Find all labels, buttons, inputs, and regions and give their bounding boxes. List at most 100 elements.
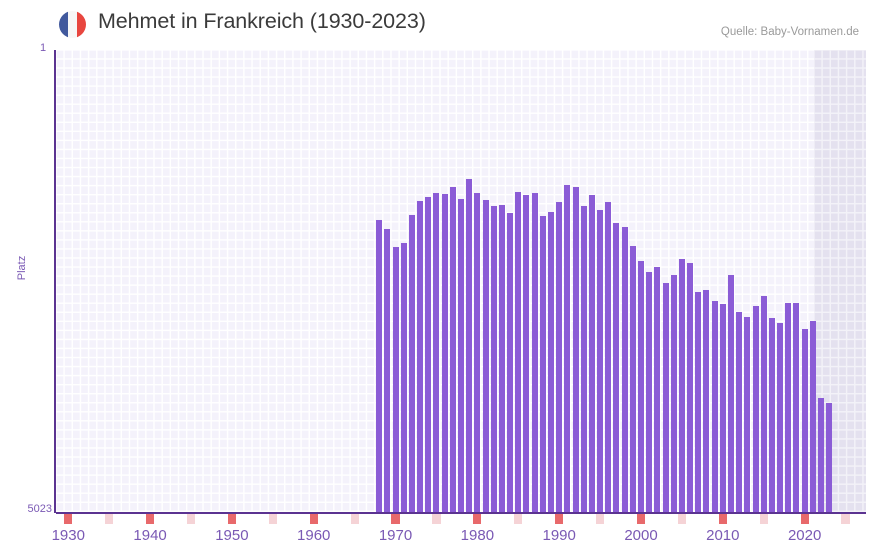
chart-header: Mehmet in Frankreich (1930-2023) Quelle:… xyxy=(0,0,873,44)
bar xyxy=(572,187,579,512)
x-axis-tick-label: 1940 xyxy=(133,527,167,544)
bar xyxy=(588,194,595,512)
x-axis-ticks xyxy=(56,514,866,524)
y-axis-tick-top: 1 xyxy=(40,42,47,54)
bar xyxy=(670,274,677,512)
x-axis-tick xyxy=(268,514,277,524)
plot-area xyxy=(56,50,866,512)
bar xyxy=(531,193,538,512)
bar xyxy=(695,292,702,512)
bar xyxy=(457,199,465,512)
bar xyxy=(678,259,685,512)
bar xyxy=(809,320,816,512)
bar xyxy=(597,210,604,512)
bar xyxy=(547,212,555,512)
x-axis-tick-label: 1950 xyxy=(215,527,249,544)
x-axis-tick xyxy=(800,514,809,524)
x-axis-tick-label: 1930 xyxy=(51,527,85,544)
x-axis-tick xyxy=(186,514,196,524)
bar xyxy=(629,246,636,512)
x-axis-tick-label: 1990 xyxy=(542,527,576,544)
x-axis-tick xyxy=(677,514,686,524)
bar xyxy=(605,201,612,512)
x-axis-tick xyxy=(555,514,564,524)
x-axis-tick xyxy=(64,514,73,524)
x-axis-tick xyxy=(841,514,850,524)
bar xyxy=(441,194,448,512)
x-axis-tick-label: 2000 xyxy=(624,527,658,544)
bar xyxy=(449,187,456,512)
bar xyxy=(384,229,391,512)
x-axis-tick xyxy=(309,514,318,524)
bar xyxy=(637,261,645,512)
y-axis-line xyxy=(54,50,56,513)
x-axis-tick xyxy=(146,514,155,524)
bar xyxy=(768,318,775,512)
bar xyxy=(646,272,653,512)
bar xyxy=(392,247,399,512)
bar xyxy=(703,290,710,512)
bar xyxy=(777,323,784,512)
x-axis-line xyxy=(56,512,866,514)
bar xyxy=(376,220,383,512)
bar xyxy=(433,193,440,512)
bar xyxy=(727,274,735,512)
x-axis-tick xyxy=(636,514,646,524)
future-shaded-band xyxy=(813,50,866,512)
x-axis-tick xyxy=(718,514,727,524)
bar xyxy=(613,223,620,512)
x-axis-tick-label: 1970 xyxy=(378,527,413,544)
france-flag-icon xyxy=(59,11,86,38)
bar xyxy=(744,317,751,512)
bar xyxy=(539,215,546,512)
bar xyxy=(490,205,497,512)
bar xyxy=(474,192,481,512)
bar xyxy=(408,215,415,512)
y-axis-tick-bottom: 5023 xyxy=(27,503,52,515)
bar xyxy=(425,197,432,512)
x-axis-tick xyxy=(596,514,605,524)
bar xyxy=(482,199,489,512)
bar xyxy=(687,262,694,512)
bar xyxy=(564,185,571,512)
x-axis-tick-label: 1980 xyxy=(460,527,495,544)
bar xyxy=(801,328,808,512)
x-axis-tick xyxy=(432,514,441,524)
y-axis-title: Platz xyxy=(16,255,28,281)
bar xyxy=(523,195,530,512)
bar xyxy=(662,282,669,512)
bar xyxy=(515,191,522,512)
bar xyxy=(826,403,833,512)
x-axis-tick xyxy=(514,514,523,524)
bar xyxy=(507,212,514,512)
x-axis-tick-label: 1960 xyxy=(297,527,331,544)
x-axis-tick xyxy=(350,514,359,524)
bar xyxy=(760,296,767,512)
x-axis-tick-label: 2010 xyxy=(706,527,740,544)
bar xyxy=(556,202,563,512)
bar xyxy=(580,206,587,512)
bar xyxy=(785,302,792,512)
bar xyxy=(736,311,743,512)
bar xyxy=(466,178,473,512)
bar xyxy=(621,226,628,512)
bar xyxy=(417,201,424,512)
bar xyxy=(654,267,661,512)
bar xyxy=(719,303,726,512)
bar xyxy=(498,205,505,512)
bar xyxy=(400,243,407,512)
bar xyxy=(711,300,718,512)
x-axis-tick xyxy=(473,514,482,524)
bar xyxy=(793,302,800,512)
x-axis-tick-label: 2020 xyxy=(787,527,822,544)
x-axis-tick xyxy=(391,514,400,524)
x-axis-tick xyxy=(227,514,236,524)
x-axis-tick xyxy=(105,514,114,524)
bar xyxy=(752,305,759,512)
source-credit: Quelle: Baby-Vornamen.de xyxy=(720,26,859,38)
bar xyxy=(817,397,825,512)
bar-series xyxy=(56,50,866,512)
page-title: Mehmet in Frankreich (1930-2023) xyxy=(98,9,426,33)
x-axis-tick xyxy=(759,514,768,524)
